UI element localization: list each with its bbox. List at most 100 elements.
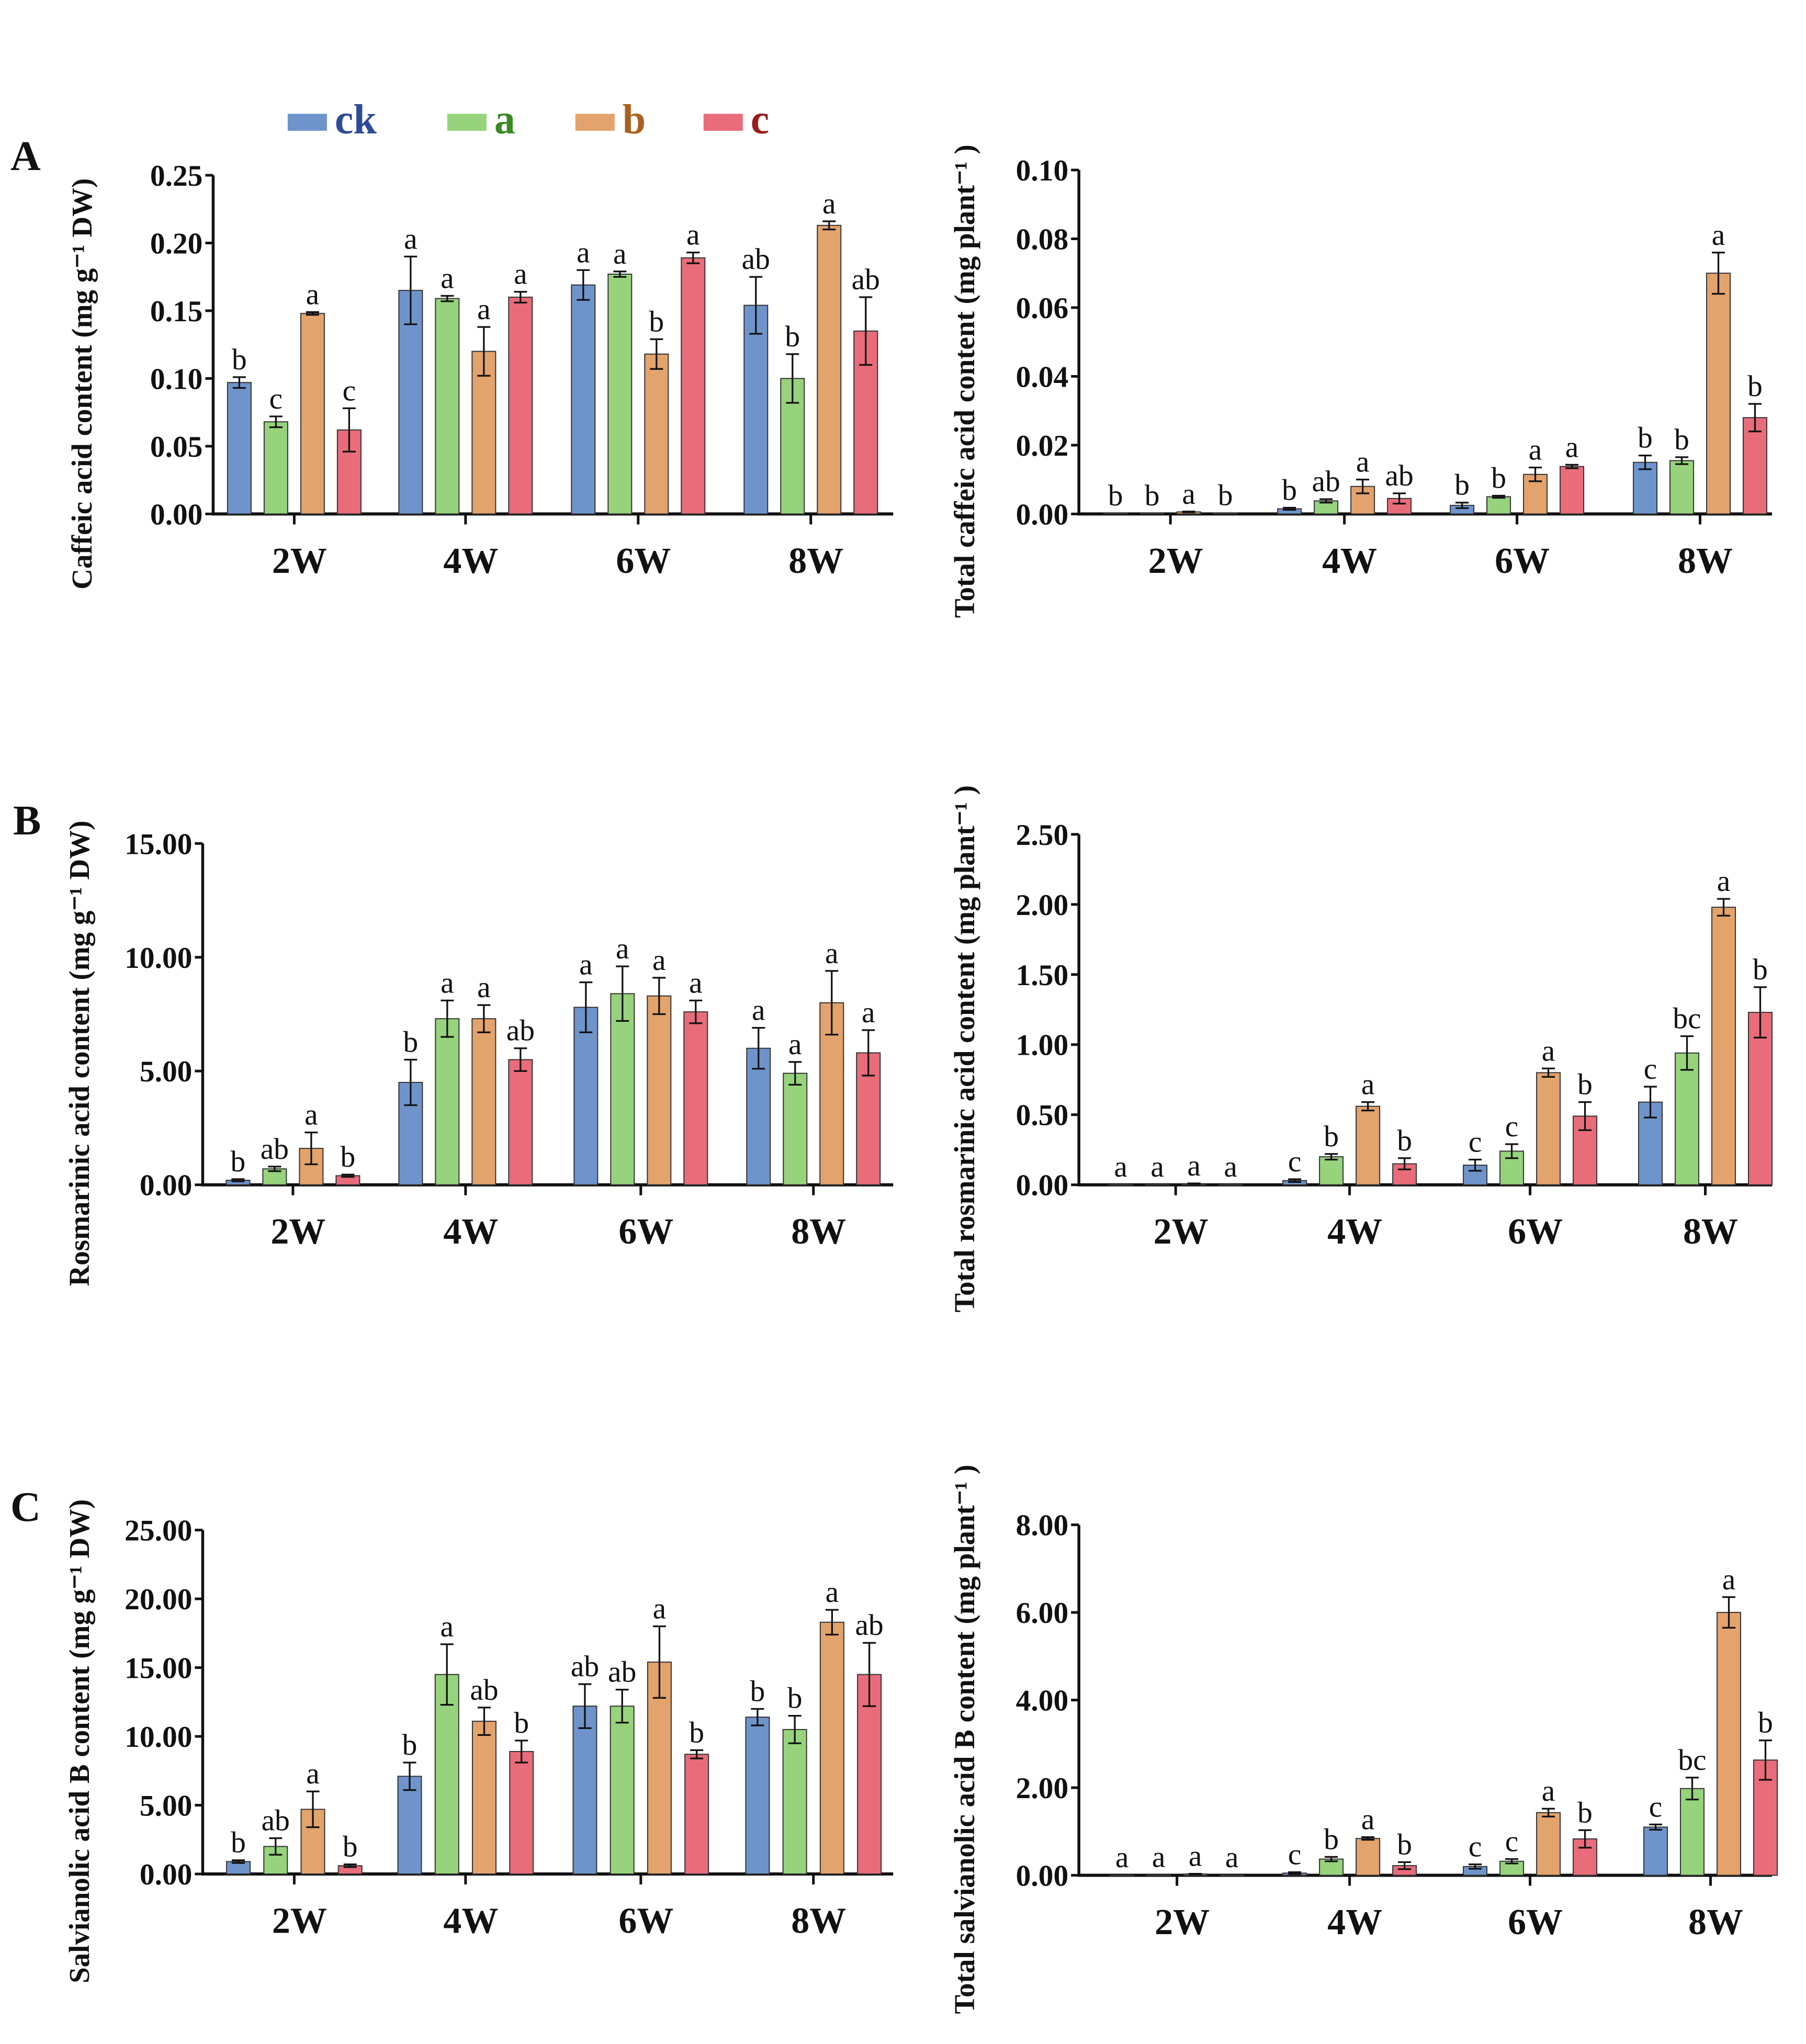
x-tick-label: 6W — [1495, 541, 1550, 581]
significance-label: a — [1361, 1068, 1375, 1101]
significance-label: b — [341, 1140, 356, 1173]
bar-b-4W — [471, 1721, 496, 1875]
significance-label: c — [1469, 1831, 1482, 1864]
bar-ck-6W — [573, 1007, 599, 1185]
bar-b-4W — [1356, 1105, 1381, 1185]
significance-label: b — [1145, 479, 1160, 512]
panel-label: C — [10, 1484, 41, 1530]
significance-label: b — [785, 320, 800, 353]
y-tick-label: 0.20 — [150, 227, 203, 260]
x-tick-label: 2W — [270, 1212, 325, 1252]
y-tick-label: 0.08 — [1016, 223, 1069, 256]
significance-label: a — [1565, 431, 1579, 464]
x-tick-label: 2W — [1154, 1212, 1209, 1252]
legend-swatch-ck — [287, 114, 327, 131]
bar-a-8W — [1675, 1052, 1700, 1185]
significance-label: a — [862, 996, 875, 1029]
y-tick-label: 0.06 — [1016, 292, 1069, 325]
bar-c-6W — [684, 1754, 709, 1875]
y-tick-label: 0.10 — [150, 363, 203, 396]
legend-swatch-c — [703, 114, 743, 131]
y-tick-label: 4.00 — [1016, 1685, 1069, 1718]
bar-c-2W — [1213, 512, 1238, 515]
significance-label: b — [1758, 1707, 1773, 1740]
x-tick-label: 8W — [788, 541, 843, 581]
y-tick-label: 0.10 — [1016, 154, 1069, 187]
legend: ck a b c — [287, 97, 769, 143]
significance-label: a — [1182, 478, 1195, 511]
x-tick-label: 4W — [1322, 541, 1377, 581]
significance-label: c — [1649, 1790, 1663, 1823]
significance-label: a — [404, 222, 417, 255]
significance-label: a — [613, 238, 627, 270]
chart-2: Total caffeic acid content (mg plant⁻¹ )… — [949, 144, 1773, 618]
significance-label: a — [652, 944, 666, 977]
bar-ck-8W — [1643, 1826, 1668, 1876]
significance-label: b — [1577, 1796, 1593, 1829]
bar-ck-8W — [743, 304, 769, 515]
bar-a-6W — [609, 1706, 635, 1875]
significance-label: b — [1324, 1823, 1339, 1856]
bar-a-8W — [1669, 460, 1695, 515]
y-tick-label: 10.00 — [125, 942, 192, 975]
y-tick-label: 0.00 — [140, 1169, 193, 1202]
bar-b-4W — [471, 1018, 496, 1185]
significance-label: a — [616, 932, 629, 965]
y-tick-label: 0.00 — [1016, 1860, 1069, 1893]
significance-label: a — [752, 994, 765, 1027]
significance-label: c — [1505, 1110, 1519, 1143]
bar-a-6W — [1486, 496, 1511, 515]
significance-label: a — [440, 1610, 454, 1643]
charts: A Caffeic acid content (mg g⁻¹ DW) 0.00 0.0… — [10, 133, 1778, 2014]
bar-a-6W — [610, 993, 635, 1185]
significance-label: a — [579, 948, 593, 981]
y-tick-label: 10.00 — [125, 1721, 192, 1754]
significance-label: c — [269, 382, 283, 415]
significance-label: b — [1218, 479, 1233, 512]
significance-label: b — [1638, 422, 1653, 455]
bar-a-2W — [1139, 513, 1165, 515]
significance-label: b — [750, 1675, 765, 1708]
significance-label: a — [477, 293, 491, 326]
significance-label: b — [1108, 479, 1123, 512]
bar-b-8W — [1706, 273, 1731, 515]
y-axis-label: Total salvianolic acid B content (mg pla… — [949, 1465, 980, 2014]
y-tick-label: 25.00 — [125, 1515, 192, 1548]
significance-label: ab — [855, 1609, 884, 1642]
bar-b-6W — [1536, 1072, 1561, 1185]
significance-label: ab — [742, 243, 770, 276]
significance-label: a — [1361, 1803, 1375, 1836]
bar-a-4W — [435, 298, 460, 515]
bar-c-2W — [1220, 1874, 1245, 1877]
significance-label: ab — [262, 1804, 290, 1837]
y-tick-label: 0.00 — [150, 498, 203, 531]
x-tick-label: 4W — [443, 541, 498, 581]
significance-label: c — [1505, 1825, 1519, 1858]
significance-label: c — [343, 374, 356, 407]
bar-b-6W — [647, 995, 672, 1185]
significance-label: a — [1224, 1150, 1237, 1183]
significance-label: a — [1189, 1840, 1202, 1873]
y-tick-label: 6.00 — [1016, 1597, 1069, 1630]
significance-label: bc — [1678, 1744, 1706, 1777]
significance-label: b — [689, 1716, 704, 1749]
bar-ck-6W — [571, 284, 596, 515]
y-axis-label: Total rosmarinic acid content (mg plant⁻… — [949, 785, 980, 1313]
significance-label: a — [1712, 219, 1725, 252]
legend-swatch-a — [447, 114, 487, 131]
chart-1: A Caffeic acid content (mg g⁻¹ DW) 0.00 0.0… — [10, 133, 894, 590]
bar-a-2W — [263, 421, 288, 515]
significance-label: b — [232, 343, 247, 376]
significance-label: b — [1454, 469, 1470, 502]
significance-label: ab — [571, 1650, 599, 1683]
bar-a-6W — [607, 274, 633, 515]
significance-label: b — [1324, 1120, 1339, 1153]
x-tick-label: 2W — [1155, 1902, 1210, 1943]
x-tick-label: 2W — [272, 541, 327, 581]
significance-label: a — [825, 937, 839, 970]
y-axis-label: Total caffeic acid content (mg plant⁻¹ ) — [949, 144, 980, 618]
bar-ck-2W — [1108, 1184, 1133, 1186]
significance-label: b — [787, 1682, 803, 1715]
significance-label: a — [1152, 1841, 1166, 1874]
legend-label-ck: ck — [335, 97, 377, 143]
